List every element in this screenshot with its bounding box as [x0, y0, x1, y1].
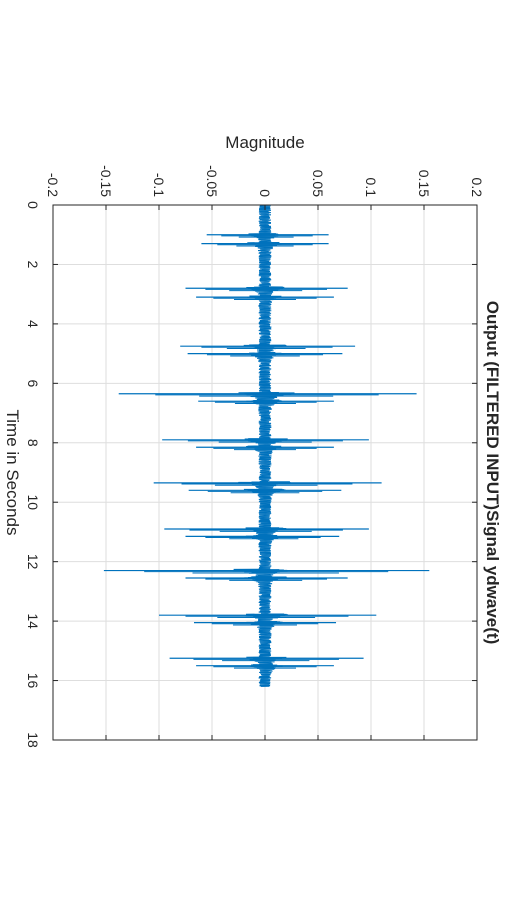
- tick-marks: [52, 204, 478, 741]
- y-tick-label: -0.2: [45, 173, 61, 197]
- x-tick-label: 12: [25, 554, 41, 570]
- x-tick-label: 0: [25, 201, 41, 209]
- y-axis-label: Magnitude: [225, 133, 304, 152]
- x-axis-label: Time in Seconds: [3, 410, 22, 536]
- y-tick-label: 0.15: [416, 170, 432, 197]
- x-tick-label: 16: [25, 673, 41, 689]
- x-tick-label: 4: [25, 320, 41, 328]
- x-tick-labels: 0 2 4 6 8 10 12 14 16 18: [25, 201, 41, 748]
- y-tick-label: 0.2: [469, 178, 485, 198]
- chart-title: Output (FILTERED INPUT)Signal ydwave(t): [483, 301, 502, 644]
- x-tick-label: 10: [25, 494, 41, 510]
- x-tick-label: 18: [25, 732, 41, 748]
- y-tick-label: 0.05: [310, 170, 326, 197]
- x-tick-label: 6: [25, 379, 41, 387]
- signal-line: [232, 204, 295, 688]
- x-tick-label: 14: [25, 613, 41, 629]
- y-tick-label: -0.05: [204, 165, 220, 197]
- y-tick-labels: -0.2 -0.15 -0.1 -0.05 0 0.05 0.1 0.15 0.2: [45, 165, 485, 197]
- y-tick-label: 0: [257, 189, 273, 197]
- y-tick-label: -0.1: [151, 173, 167, 197]
- x-tick-label: 2: [25, 261, 41, 269]
- x-tick-label: 8: [25, 439, 41, 447]
- signal-trace: [103, 204, 430, 688]
- y-tick-label: 0.1: [363, 178, 379, 198]
- y-tick-label: -0.15: [98, 165, 114, 197]
